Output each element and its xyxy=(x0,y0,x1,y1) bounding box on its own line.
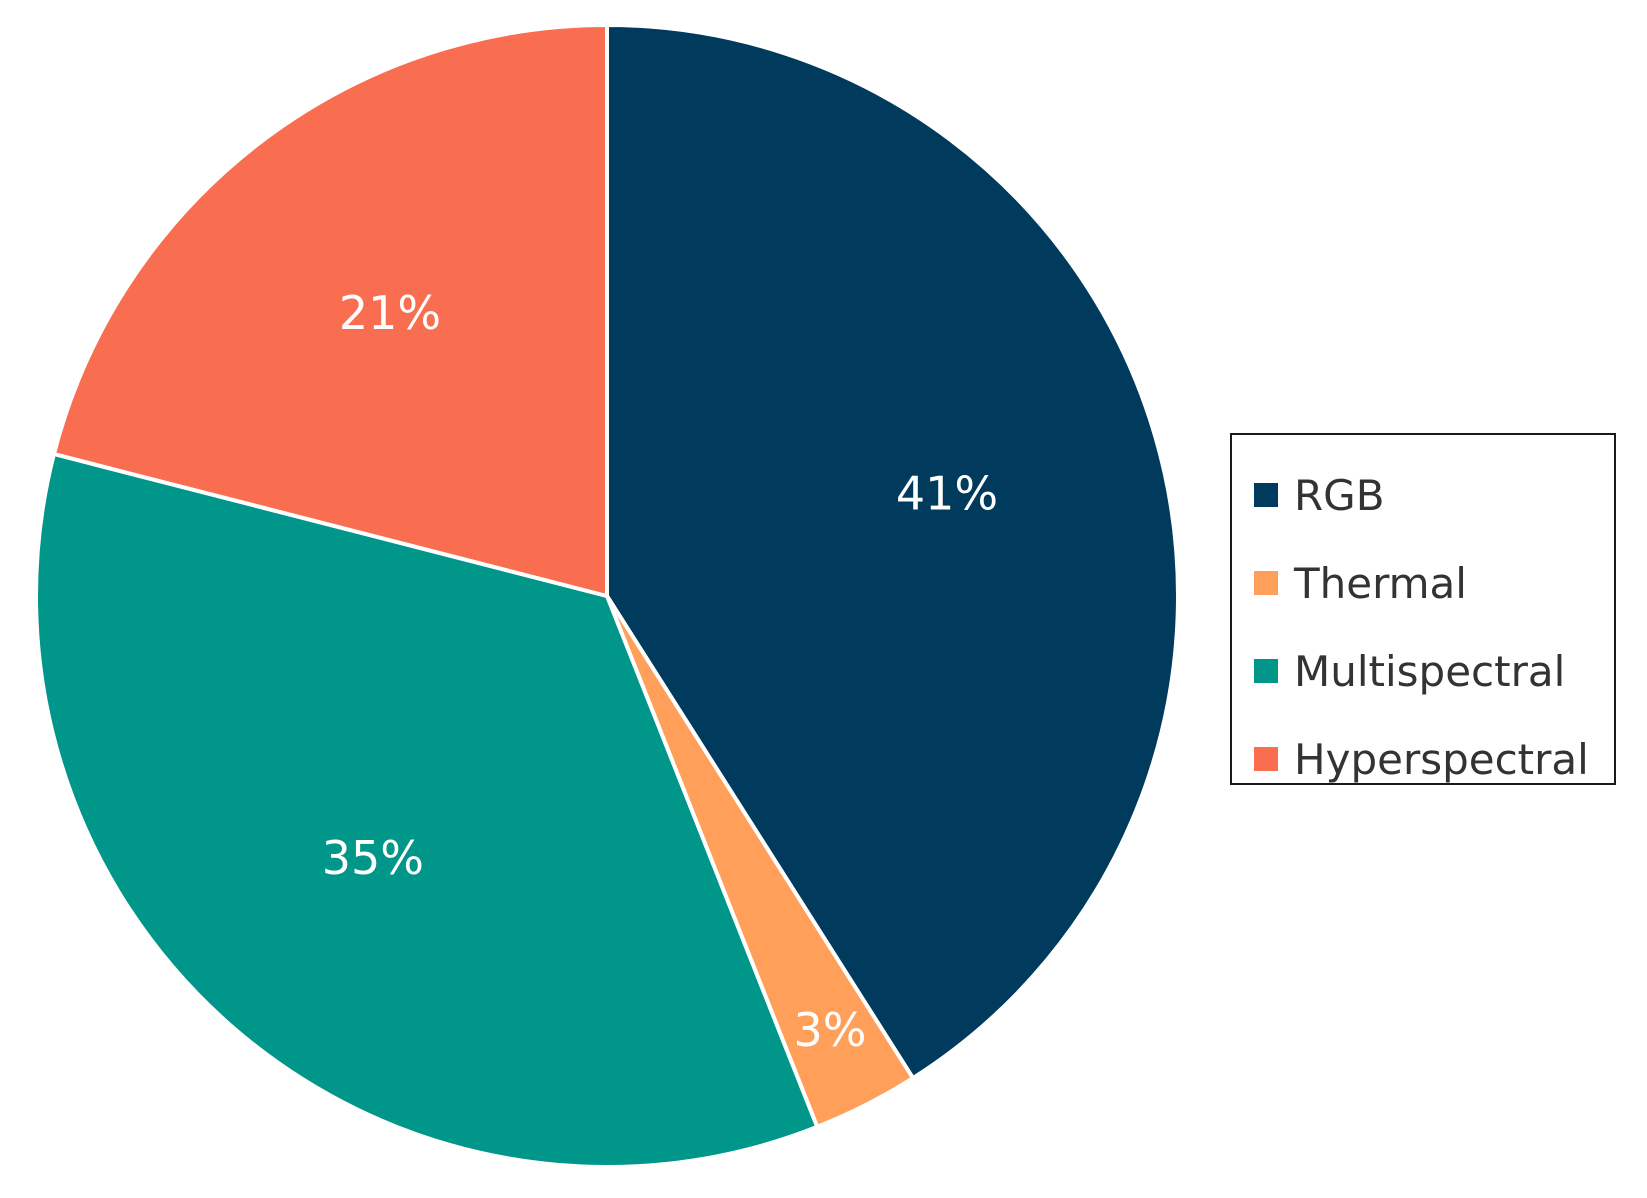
pie-slice-multispectral xyxy=(34,451,820,1169)
legend: RGB Thermal Multispectral Hyperspectral xyxy=(1230,433,1616,785)
data-label-thermal: 3% xyxy=(793,1003,866,1057)
pie-slice-hyperspectral xyxy=(51,23,609,598)
legend-item-thermal: Thermal xyxy=(1254,553,1467,613)
data-label-rgb: 41% xyxy=(896,467,998,521)
legend-swatch-multispectral xyxy=(1254,659,1278,683)
legend-label-hyperspectral: Hyperspectral xyxy=(1294,734,1589,784)
legend-item-rgb: RGB xyxy=(1254,465,1385,525)
pie-slice-rgb xyxy=(605,23,1180,1081)
pie-slices xyxy=(34,23,1180,1169)
data-label-hyperspectral: 21% xyxy=(339,286,441,340)
legend-item-hyperspectral: Hyperspectral xyxy=(1254,729,1589,789)
legend-label-rgb: RGB xyxy=(1294,470,1385,520)
legend-swatch-hyperspectral xyxy=(1254,747,1278,771)
legend-label-multispectral: Multispectral xyxy=(1294,646,1566,696)
legend-item-multispectral: Multispectral xyxy=(1254,641,1565,701)
legend-label-thermal: Thermal xyxy=(1294,558,1467,608)
pie-data-labels: 41% 3% 35% 21% xyxy=(322,286,998,1057)
legend-swatch-thermal xyxy=(1254,571,1278,595)
legend-swatch-rgb xyxy=(1254,483,1278,507)
data-label-multispectral: 35% xyxy=(322,831,424,885)
